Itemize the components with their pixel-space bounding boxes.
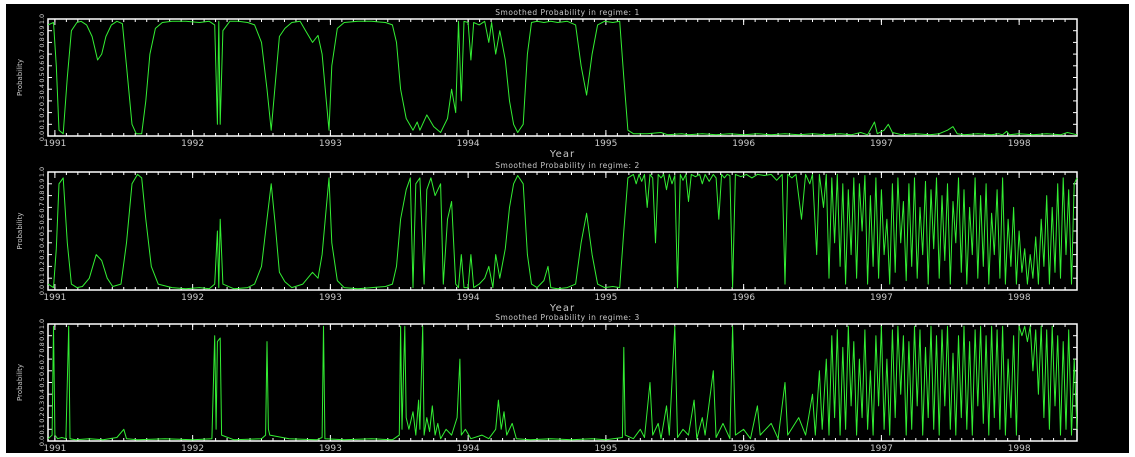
x-tick-label: 1992 xyxy=(181,444,204,453)
x-tick-label: 1992 xyxy=(181,293,204,303)
series-line-regime-2 xyxy=(47,173,1078,290)
x-axis-label: Year xyxy=(549,149,575,160)
x-tick-label: 1993 xyxy=(319,139,342,149)
x-tick-label: 1995 xyxy=(594,293,617,303)
x-tick-label: 1998 xyxy=(1008,139,1031,149)
y-tick-label: 0.8 xyxy=(38,190,46,200)
x-tick-label: 1994 xyxy=(457,139,480,149)
x-tick-label: 1993 xyxy=(319,444,342,453)
x-tick-label: 1998 xyxy=(1008,293,1031,303)
x-tick-label: 1997 xyxy=(870,293,893,303)
y-tick-label: 0.7 xyxy=(38,202,46,212)
y-tick-label: 0.3 xyxy=(38,96,46,106)
x-tick-label: 1993 xyxy=(319,293,342,303)
y-tick-label: 0.4 xyxy=(38,84,46,94)
y-tick-label: 0.9 xyxy=(38,26,46,36)
y-tick-label: 0.3 xyxy=(38,401,46,411)
x-tick-label: 1996 xyxy=(732,444,755,453)
y-tick-label: 0.1 xyxy=(38,273,46,283)
y-tick-label: 0.5 xyxy=(38,226,46,236)
chart-title: Smoothed Probability in regime: 2 xyxy=(495,161,639,170)
chart-title: Smoothed Probability in regime: 1 xyxy=(495,8,639,17)
y-tick-label: 0.6 xyxy=(38,366,46,376)
y-tick-label: 1.0 xyxy=(38,319,46,329)
series-line-regime-1 xyxy=(47,20,1078,136)
series-line-regime-3 xyxy=(47,325,1078,441)
x-tick-label: 1995 xyxy=(594,444,617,453)
y-tick-label: 0.4 xyxy=(38,238,46,248)
x-tick-label: 1995 xyxy=(594,139,617,149)
x-tick-label: 1997 xyxy=(870,139,893,149)
y-tick-label: 0.9 xyxy=(38,331,46,341)
y-tick-label: 0.1 xyxy=(38,424,46,434)
y-axis-label: Probability xyxy=(16,212,24,249)
x-tick-label: 1994 xyxy=(457,444,480,453)
y-axis-label: Probability xyxy=(16,364,24,401)
x-tick-label: 1996 xyxy=(732,139,755,149)
regime-panel-2: Smoothed Probability in regime: 2 1991 199… xyxy=(16,161,1078,314)
y-axis-label: Probability xyxy=(16,59,24,96)
y-tick-label: 0.7 xyxy=(38,354,46,364)
y-tick-label: 0.5 xyxy=(38,377,46,387)
y-tick-label: 0.0 xyxy=(38,285,46,295)
x-tick-label: 1997 xyxy=(870,444,893,453)
y-tick-label: 0.0 xyxy=(38,131,46,141)
y-tick-label: 1.0 xyxy=(38,14,46,24)
y-tick-label: 0.2 xyxy=(38,107,46,117)
x-tick-label: 1991 xyxy=(43,139,66,149)
y-tick-label: 0.9 xyxy=(38,179,46,189)
y-tick-label: 0.0 xyxy=(38,436,46,446)
y-tick-label: 0.1 xyxy=(38,119,46,129)
x-axis-label: Year xyxy=(549,303,575,314)
x-tick-label: 1996 xyxy=(732,293,755,303)
regime-panel-3: Smoothed Probability in regime: 3 1991 199… xyxy=(16,313,1078,453)
y-tick-label: 0.7 xyxy=(38,49,46,59)
y-tick-label: 1.0 xyxy=(38,167,46,177)
regime-panel-1: Smoothed Probability in regime: 1 1991 199… xyxy=(16,8,1078,160)
y-tick-label: 0.6 xyxy=(38,61,46,71)
x-tick-label: 1992 xyxy=(181,139,204,149)
y-tick-label: 0.5 xyxy=(38,72,46,82)
y-tick-label: 0.2 xyxy=(38,412,46,422)
y-tick-label: 0.6 xyxy=(38,214,46,224)
x-tick-label: 1994 xyxy=(457,293,480,303)
y-tick-label: 0.2 xyxy=(38,261,46,271)
chart-canvas: Smoothed Probability in regime: 1 1991 199… xyxy=(6,4,1129,453)
regime-probability-charts: Smoothed Probability in regime: 1 1991 199… xyxy=(16,8,1078,453)
y-tick-label: 0.8 xyxy=(38,342,46,352)
y-tick-label: 0.8 xyxy=(38,37,46,47)
plot-frame xyxy=(47,18,1078,137)
y-tick-label: 0.4 xyxy=(38,389,46,399)
plot-frame xyxy=(47,171,1078,291)
chart-title: Smoothed Probability in regime: 3 xyxy=(495,313,639,322)
x-tick-label: 1991 xyxy=(43,293,66,303)
x-tick-label: 1998 xyxy=(1008,444,1031,453)
y-tick-label: 0.3 xyxy=(38,249,46,259)
x-tick-label: 1991 xyxy=(43,444,66,453)
